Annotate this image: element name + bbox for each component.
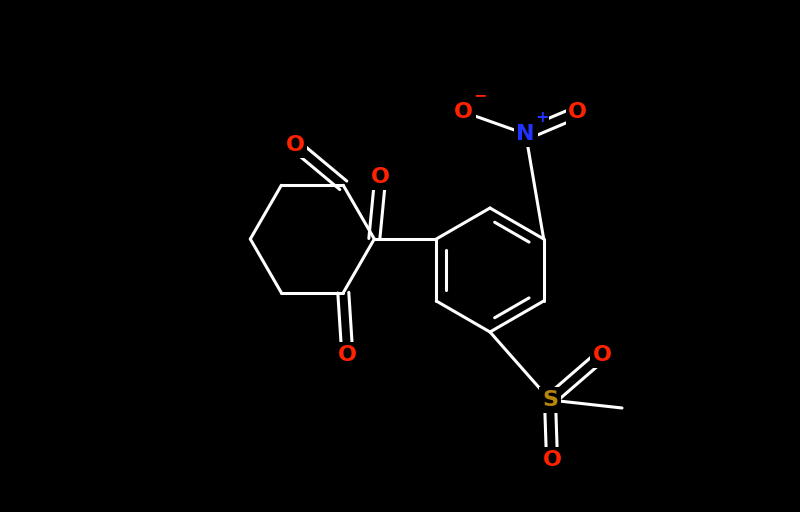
Text: O: O (286, 135, 305, 155)
Text: +: + (536, 110, 549, 125)
Text: O: O (371, 167, 390, 187)
Text: S: S (542, 390, 558, 410)
Text: O: O (593, 345, 611, 365)
Text: N: N (517, 124, 535, 144)
Text: O: O (454, 102, 473, 122)
Text: −: − (474, 88, 487, 103)
Text: O: O (542, 450, 562, 470)
Text: O: O (338, 345, 357, 365)
Text: O: O (568, 102, 587, 122)
